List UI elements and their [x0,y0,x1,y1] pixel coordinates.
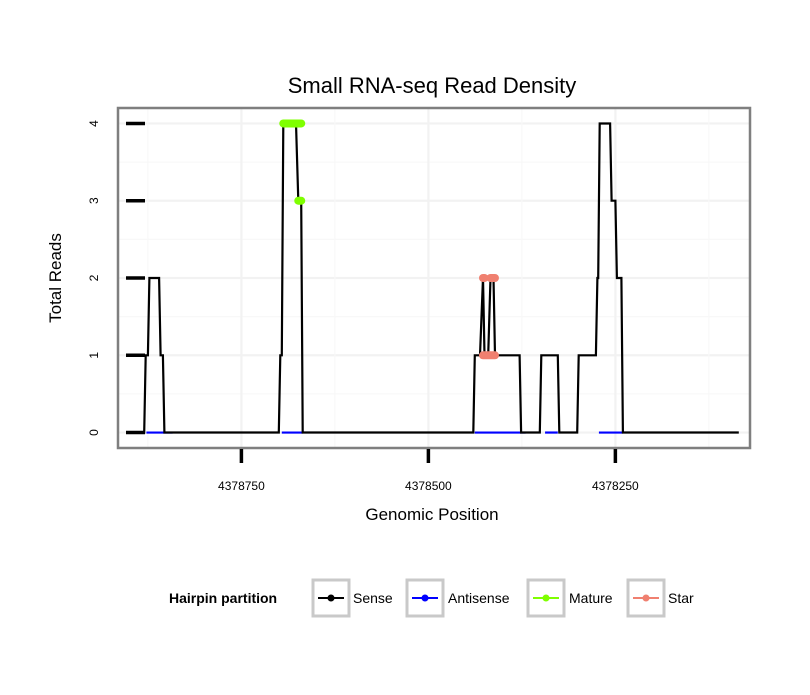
legend-label: Star [668,590,694,606]
legend-item-star: Star [626,578,694,618]
legend-entries: Sense Antisense Mature Star [311,578,694,618]
y-tick-label: 3 [87,197,101,204]
plot-border [116,106,752,450]
x-tick-label: 4378250 [592,479,639,493]
x-axis-label: Genomic Position [365,505,498,524]
legend-key-point [642,594,650,602]
legend-label: Mature [569,590,613,606]
x-axis: 4378750 4378500 4378250 [218,449,639,493]
y-tick-label: 0 [87,429,101,436]
x-tick-label: 4378750 [218,479,265,493]
y-axis-label: Total Reads [46,233,65,323]
y-axis: 0 1 2 3 4 [87,120,145,436]
y-tick-label: 2 [87,274,101,281]
y-tick-label: 4 [87,120,101,127]
legend-title: Hairpin partition [169,590,277,606]
legend-key-point [421,594,429,602]
legend-item-sense: Sense [311,578,393,618]
legend-item-antisense: Antisense [405,578,510,618]
legend-key-point [327,594,335,602]
legend-item-mature: Mature [526,578,613,618]
legend: Hairpin partition Sense Antisense Mature St… [169,578,694,618]
legend-label: Sense [353,590,393,606]
legend-label: Antisense [448,590,510,606]
chart-title: Small RNA-seq Read Density [288,73,577,98]
series-layer [133,119,739,434]
grid-lines [118,108,750,448]
y-tick-label: 1 [87,352,101,359]
legend-key-point [542,594,550,602]
x-tick-label: 4378500 [405,479,452,493]
plot-area [116,106,752,450]
